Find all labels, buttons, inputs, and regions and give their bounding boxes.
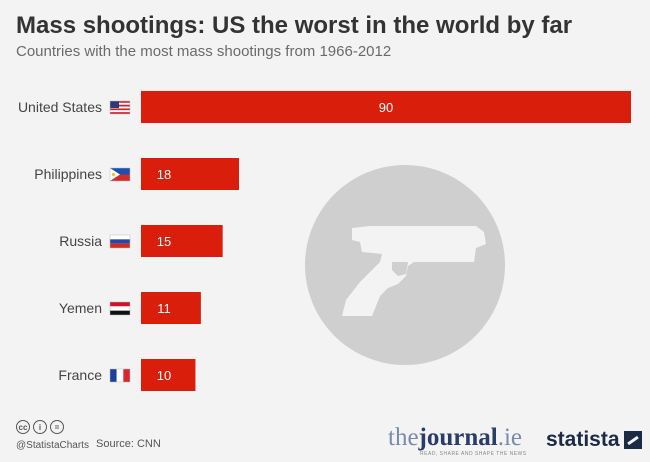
journal-main: journal [418,424,498,451]
flag-icon [109,234,131,249]
pistol-circle [305,165,505,365]
attribution-icon: i [33,420,47,434]
bar-value-label: 90 [379,100,393,115]
flag-icon [109,301,131,316]
statista-wordmark: statista [546,428,620,451]
bar-value-label: 18 [157,167,171,182]
journal-ie: .ie [497,424,523,451]
chart-title: Mass shootings: US the worst in the worl… [16,12,573,39]
bar-value-label: 15 [157,234,171,249]
journal-the: the [388,424,419,451]
cc-icon: cc [16,420,30,434]
bar-value-label: 10 [157,368,171,383]
source-note: Source: CNN [96,438,161,450]
chart-subtitle: Countries with the most mass shootings f… [16,43,392,60]
no-derivatives-icon: = [50,420,64,434]
pistol-illustration [305,165,505,365]
flag-icon [109,368,131,383]
category-label: Russia [59,233,102,249]
bar [141,359,196,391]
bar [141,292,201,324]
thejournal-logo[interactable]: thejournal.ie [388,424,522,452]
statista-handle[interactable]: @StatistaCharts [16,440,89,451]
bar [141,158,239,190]
category-label: Philippines [34,166,102,182]
pistol-icon [342,226,486,316]
license-icons: cc i = [16,420,64,434]
bar [141,225,223,257]
flag-icon [109,167,131,182]
category-label: United States [18,99,102,115]
flag-icon [109,100,131,115]
statista-logo-icon [623,431,642,449]
journal-tagline: READ, SHARE AND SHAPE THE NEWS [420,451,527,457]
statista-logo[interactable]: statista [546,428,642,452]
bar [141,91,631,123]
bar-value-label: 11 [157,301,171,316]
category-label: France [58,367,102,383]
category-label: Yemen [59,300,102,316]
